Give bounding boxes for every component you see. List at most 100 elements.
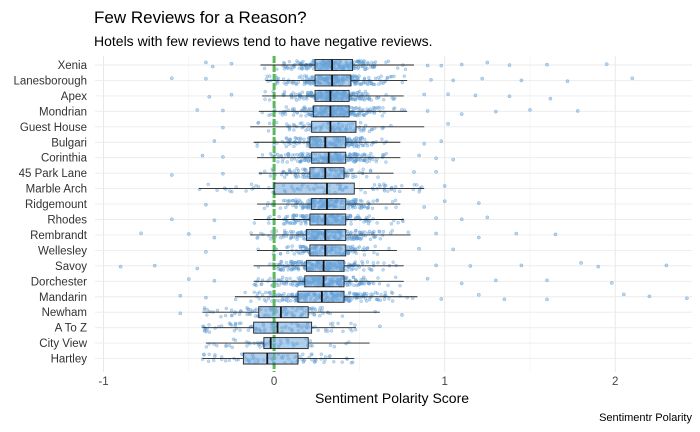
data-point <box>366 205 371 210</box>
data-point <box>223 313 228 318</box>
data-point <box>362 76 367 81</box>
data-point <box>391 260 395 264</box>
data-point <box>394 205 398 210</box>
data-point <box>281 169 286 174</box>
data-point <box>259 231 263 236</box>
data-point <box>348 245 352 249</box>
data-point <box>296 266 300 271</box>
data-point <box>292 128 296 132</box>
data-point <box>230 189 234 194</box>
data-point <box>357 89 362 94</box>
data-point <box>375 291 380 296</box>
outlier-point <box>528 108 532 112</box>
data-point <box>377 281 382 286</box>
category-label: Apex <box>61 91 87 103</box>
data-point <box>282 291 286 296</box>
data-point <box>219 324 224 328</box>
data-point <box>284 136 289 140</box>
data-point <box>300 251 305 255</box>
outlier-point <box>204 250 208 254</box>
data-point <box>363 67 368 71</box>
data-point <box>392 189 397 193</box>
data-point <box>291 203 295 208</box>
data-point <box>286 139 290 144</box>
data-point <box>307 112 312 117</box>
data-point <box>397 189 402 194</box>
data-point <box>386 283 390 288</box>
data-point <box>349 321 353 326</box>
data-point <box>377 82 381 86</box>
chart-caption: Sentimentr Polarity <box>599 412 692 424</box>
outlier-point <box>473 93 478 98</box>
data-point <box>304 128 308 132</box>
data-point <box>363 190 367 195</box>
data-point <box>369 292 373 296</box>
x-axis-title: Sentiment Polarity Score <box>315 390 469 406</box>
data-point <box>299 113 303 118</box>
data-point <box>243 290 247 295</box>
data-point <box>283 153 288 157</box>
data-point <box>257 296 261 301</box>
data-point <box>319 352 324 356</box>
data-point <box>305 204 309 209</box>
outlier-point <box>459 112 464 116</box>
data-point <box>260 292 265 297</box>
data-point <box>362 275 366 279</box>
outlier-point <box>425 276 430 281</box>
data-point <box>372 82 377 87</box>
data-point <box>361 127 366 131</box>
data-point <box>303 245 308 249</box>
data-point <box>348 214 353 218</box>
data-point <box>292 169 296 173</box>
data-point <box>262 206 267 211</box>
data-point <box>249 231 253 235</box>
data-point <box>268 152 273 156</box>
data-point <box>284 144 289 149</box>
data-point <box>349 168 354 173</box>
outlier-point <box>476 292 481 297</box>
category-label: Mandarin <box>39 292 87 304</box>
data-point <box>354 106 359 110</box>
outlier-point <box>417 153 421 158</box>
data-point <box>414 183 419 187</box>
outlier-point <box>152 263 157 268</box>
data-point <box>245 344 249 348</box>
data-point <box>354 267 359 271</box>
outlier-point <box>439 297 444 301</box>
data-point <box>361 158 366 163</box>
data-point <box>358 292 362 296</box>
data-point <box>380 114 385 118</box>
data-point <box>384 206 388 210</box>
data-point <box>329 329 334 333</box>
outlier-point <box>422 205 427 209</box>
outlier-point <box>476 201 481 205</box>
box-wellesley <box>309 244 347 257</box>
data-point <box>398 283 402 288</box>
data-point <box>318 313 322 318</box>
data-point <box>360 97 365 102</box>
outlier-point <box>507 94 512 99</box>
outlier-point <box>204 60 208 65</box>
data-point <box>275 67 279 71</box>
data-point <box>268 74 272 79</box>
data-point <box>302 158 307 163</box>
outlier-point <box>212 235 217 240</box>
data-point <box>227 321 232 325</box>
outlier-point <box>200 153 205 158</box>
data-point <box>361 107 365 112</box>
data-point <box>368 219 372 223</box>
data-point <box>252 290 257 295</box>
x-tick-label: -1 <box>98 376 108 388</box>
category-label: Lanesborough <box>13 75 87 87</box>
data-point <box>346 268 350 272</box>
outlier-point <box>493 109 498 114</box>
grid-lines <box>95 56 692 372</box>
outlier-point <box>207 94 212 99</box>
category-label: City View <box>39 338 87 350</box>
data-point <box>348 298 353 303</box>
data-point <box>284 105 289 109</box>
data-point <box>295 281 299 286</box>
data-point <box>352 159 356 164</box>
outlier-point <box>459 62 464 67</box>
box-savoy <box>306 259 345 272</box>
